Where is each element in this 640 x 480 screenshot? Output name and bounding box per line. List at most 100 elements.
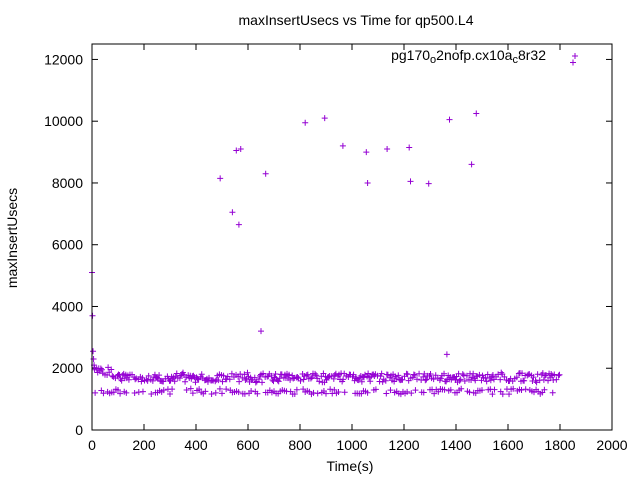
axis-ticks: 0 200 400 600 800 1000 1200 1400 1600 1800 2000 0 20… <box>44 44 628 453</box>
data-point <box>364 179 371 186</box>
data-point <box>293 386 300 393</box>
y-axis-label: maxInsertUsecs <box>4 188 20 288</box>
x-tick-label: 2000 <box>596 437 627 453</box>
data-point <box>219 378 226 385</box>
data-point <box>256 372 263 379</box>
data-point <box>518 386 525 393</box>
data-point <box>513 374 520 381</box>
y-tick-label: 0 <box>75 422 83 438</box>
data-point <box>399 376 406 383</box>
y-tick-label: 10000 <box>44 113 83 129</box>
data-point <box>131 389 138 396</box>
data-point <box>259 379 266 386</box>
data-point <box>411 372 418 379</box>
data-point <box>551 371 558 378</box>
data-point <box>258 328 264 335</box>
data-point <box>404 371 411 378</box>
data-point <box>391 378 398 385</box>
data-point <box>350 371 357 378</box>
y-tick-label: 6000 <box>52 237 83 253</box>
data-points <box>89 59 576 398</box>
data-point <box>241 371 248 378</box>
data-point <box>220 372 227 379</box>
data-point <box>204 378 211 385</box>
data-point <box>427 370 434 377</box>
data-point <box>412 387 419 394</box>
data-point <box>437 375 444 382</box>
y-tick-label: 4000 <box>52 298 83 314</box>
chart-title: maxInsertUsecs vs Time for qp500.L4 <box>239 12 474 28</box>
data-point <box>431 390 438 397</box>
data-point <box>135 389 142 396</box>
data-point <box>171 378 178 385</box>
data-point <box>303 372 310 379</box>
data-point <box>169 386 176 393</box>
data-point <box>254 390 261 397</box>
data-point <box>123 389 130 396</box>
data-point <box>89 312 96 319</box>
data-point <box>472 377 479 384</box>
data-point <box>459 371 466 378</box>
data-point <box>313 372 320 379</box>
data-point <box>149 377 156 384</box>
data-point <box>456 377 463 384</box>
data-point <box>491 386 498 393</box>
data-point <box>421 370 428 377</box>
data-point <box>145 372 152 379</box>
data-point <box>541 372 548 379</box>
data-point <box>489 391 496 398</box>
y-tick-label: 2000 <box>52 360 83 376</box>
data-point <box>521 377 528 384</box>
data-point <box>90 348 97 355</box>
data-point <box>549 389 556 396</box>
data-point <box>307 375 314 382</box>
data-point <box>173 370 180 377</box>
data-point <box>414 376 420 383</box>
data-point <box>325 373 332 380</box>
data-point <box>501 373 508 380</box>
data-point <box>187 385 194 392</box>
x-tick-label: 1000 <box>336 437 367 453</box>
data-point <box>383 390 390 397</box>
data-point <box>533 379 540 386</box>
data-point <box>314 390 321 397</box>
data-point <box>406 144 413 151</box>
x-axis-label: Time(s) <box>327 458 374 474</box>
data-point <box>532 377 539 384</box>
data-point <box>355 377 362 384</box>
data-point <box>367 378 374 385</box>
data-point <box>302 119 309 126</box>
data-point <box>341 389 348 396</box>
data-point <box>300 376 307 383</box>
data-point <box>229 209 236 216</box>
data-point <box>294 374 301 381</box>
data-point <box>541 386 548 393</box>
data-point <box>420 373 427 380</box>
data-point <box>404 388 411 395</box>
data-point <box>237 145 244 152</box>
data-point <box>410 371 417 378</box>
data-point <box>378 370 385 377</box>
data-point <box>115 386 121 393</box>
data-point <box>176 375 183 382</box>
data-point <box>572 53 578 59</box>
data-point <box>125 376 132 383</box>
data-point <box>244 369 251 376</box>
data-point <box>365 370 372 377</box>
legend-marker <box>572 53 578 59</box>
data-point <box>118 377 125 384</box>
data-point <box>248 388 255 395</box>
legend: pg170o2nofp.cx10ac8r32 <box>391 47 578 66</box>
data-point <box>420 389 427 396</box>
data-point <box>270 378 277 385</box>
x-tick-label: 1200 <box>388 437 419 453</box>
data-point <box>92 389 99 396</box>
data-point <box>160 387 167 394</box>
data-point <box>189 390 196 397</box>
data-point <box>226 376 233 383</box>
data-point <box>239 374 246 381</box>
data-point <box>275 378 282 385</box>
data-point <box>148 390 155 397</box>
data-point <box>570 59 576 66</box>
